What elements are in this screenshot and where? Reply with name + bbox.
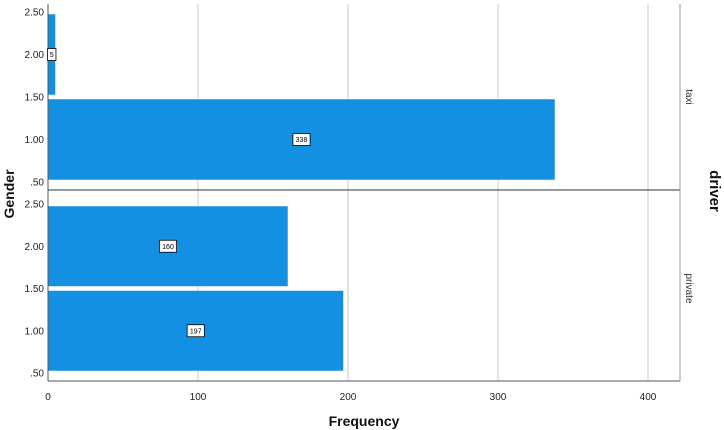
- plot-frame: [47, 4, 681, 382]
- x-tick-labels: 0 100 200 300 400: [45, 392, 657, 403]
- data-label-box: [158, 239, 177, 253]
- x-tick-label: 300: [490, 392, 507, 403]
- y-tick-label: 1.00: [25, 326, 45, 337]
- data-label: 5: [50, 52, 54, 59]
- data-labels: 5 338 160 197: [47, 48, 311, 338]
- y-tick-label: 1.50: [25, 93, 45, 104]
- x-tick-label: 400: [640, 392, 657, 403]
- y-tick-label: .50: [30, 369, 44, 380]
- y-tick-label: 1.00: [25, 135, 45, 146]
- y-tick-label: 2.50: [25, 8, 45, 19]
- bars: [47, 13, 556, 372]
- y-tick-label: .50: [30, 178, 44, 189]
- data-label: 338: [296, 137, 308, 144]
- y-tick-label: 2.00: [25, 50, 45, 61]
- data-label: 197: [190, 328, 202, 335]
- y-tick-label: 1.50: [25, 284, 45, 295]
- panel-labels: taxi private: [683, 89, 694, 304]
- panel-label: private: [683, 273, 694, 303]
- data-label-box: [47, 48, 57, 61]
- y-tick-labels: .50 1.00 1.50 2.00 2.50 .50 1.00 1.50 2.00 2.50: [25, 8, 45, 380]
- data-label-box: [186, 324, 205, 338]
- y-tick-label: 2.00: [25, 242, 45, 253]
- panel-label: taxi: [683, 89, 694, 105]
- y-tick-label: 2.50: [25, 200, 45, 211]
- data-label-box: [292, 133, 311, 146]
- x-tick-label: 200: [340, 392, 357, 403]
- panel-axis-title: driver: [706, 170, 723, 212]
- data-label: 160: [162, 244, 174, 251]
- x-axis-title: Frequency: [329, 413, 400, 429]
- x-tick-label: 100: [190, 392, 207, 403]
- x-tick-label: 0: [45, 392, 51, 403]
- y-axis-title: Gender: [1, 169, 17, 219]
